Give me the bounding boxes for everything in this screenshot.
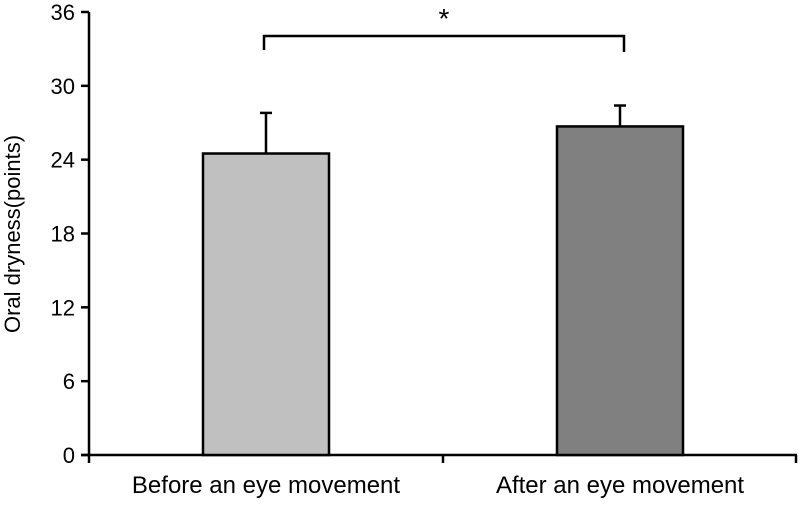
y-tick-label: 6 [63, 369, 75, 394]
y-tick-label: 30 [51, 74, 75, 99]
bar [555, 125, 685, 457]
significance-bracket: * [262, 3, 626, 52]
y-axis: 0 6 12 18 24 30 36 [51, 0, 91, 468]
x-axis: Before an eye movement After an eye movem… [81, 453, 798, 499]
x-category-label: Before an eye movement [132, 472, 400, 499]
y-tick-label: 24 [51, 148, 75, 173]
y-tick-label: 36 [51, 0, 75, 25]
y-tick-label: 12 [51, 295, 75, 320]
bars [201, 104, 685, 457]
y-tick-label: 0 [63, 443, 75, 468]
significance-star: * [439, 3, 450, 34]
y-tick-label: 18 [51, 222, 75, 247]
bar [201, 152, 331, 457]
y-axis-label: Oral dryness(points) [0, 135, 25, 333]
x-category-label: After an eye movement [496, 472, 744, 499]
